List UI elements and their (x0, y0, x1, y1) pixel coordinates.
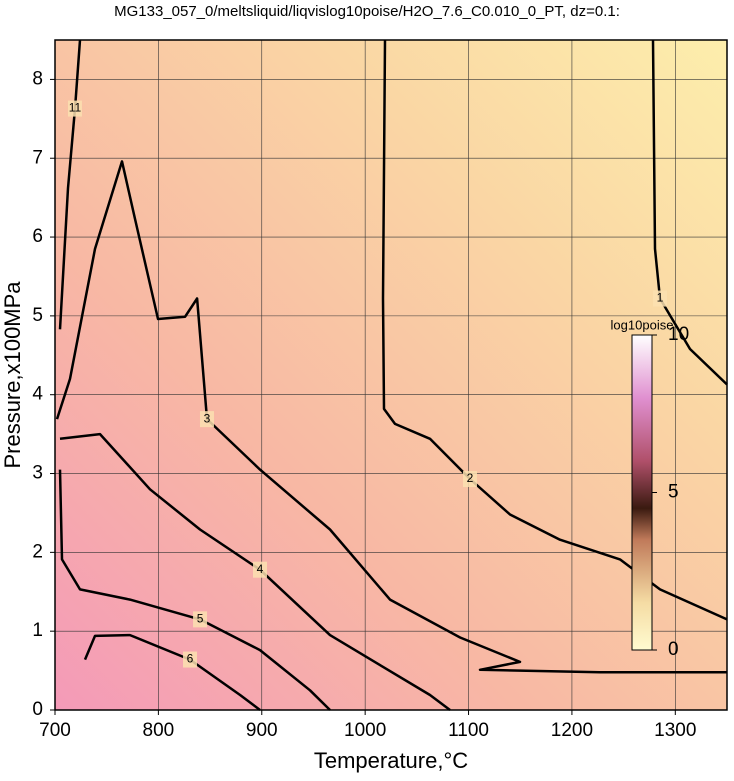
contour-label-bg (67, 100, 82, 117)
y-tick-label: 0 (32, 699, 43, 720)
contour-label: 11 (69, 101, 82, 115)
contour-label-bg (183, 651, 198, 668)
contour-label: 6 (187, 652, 194, 666)
contour-label: 5 (197, 612, 204, 626)
x-tick-label: 700 (39, 720, 71, 741)
y-axis-label: Pressure,x100MPa (0, 281, 25, 469)
contour-label: 3 (204, 411, 211, 425)
contour-line (83, 633, 261, 711)
colorbar-tick-label: 10 (668, 324, 689, 345)
contour-label: 4 (257, 562, 264, 576)
y-tick-label: 4 (32, 384, 43, 405)
chart-title: MG133_057_0/meltsliquid/liqvislog10poise… (114, 3, 620, 20)
contour-label-bg (199, 411, 214, 428)
contour-line (58, 469, 331, 711)
contour-label-bg (653, 290, 668, 307)
x-axis-label: Temperature,°C (314, 748, 468, 773)
contour-label: 2 (467, 471, 474, 485)
x-tick-label: 800 (143, 720, 175, 741)
plot-frame (54, 39, 728, 711)
contour-line (58, 39, 82, 330)
x-tick-label: 900 (246, 720, 278, 741)
contour-label: 1 (657, 291, 664, 305)
x-tick-label: 1100 (448, 720, 489, 741)
y-tick-label: 7 (32, 147, 43, 168)
contour-label-bg (193, 611, 208, 628)
y-tick-label: 2 (32, 541, 43, 562)
y-tick-label: 3 (32, 463, 43, 484)
x-tick-label: 1000 (344, 720, 386, 741)
contour-label-bg (462, 471, 477, 488)
contour-label-bg (253, 561, 268, 578)
colorbar-tick-label: 5 (668, 482, 679, 503)
plot-background (55, 40, 727, 710)
y-tick-label: 8 (32, 68, 43, 89)
x-tick-label: 1300 (654, 720, 696, 741)
y-tick-label: 5 (32, 305, 43, 326)
colorbar (631, 334, 653, 651)
x-tick-label: 1200 (551, 720, 593, 741)
colorbar-tick-label: 0 (668, 639, 679, 660)
colorbar-label: log10poise (611, 317, 674, 332)
plot-area: 1 2 3 4 5 6 11 (54, 39, 728, 711)
y-tick-label: 6 (32, 226, 43, 247)
y-tick-label: 1 (32, 620, 43, 641)
